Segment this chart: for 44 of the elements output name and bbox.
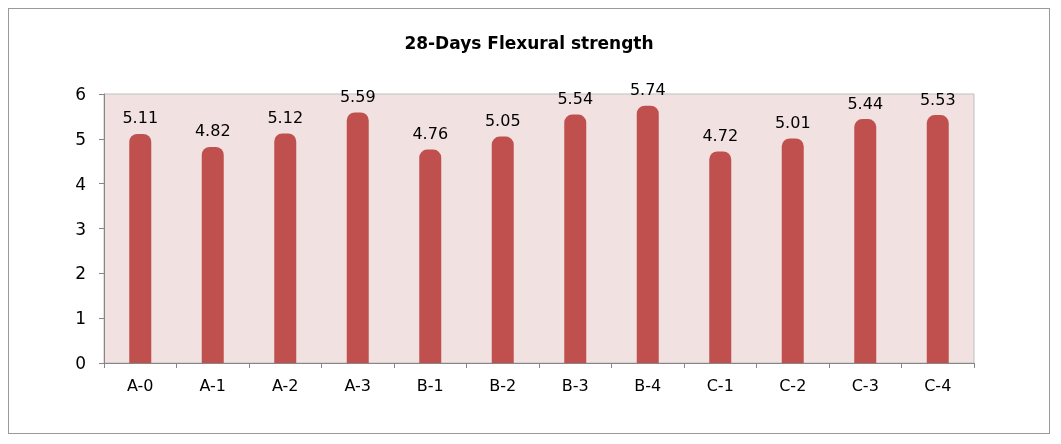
data-label: 4.82 [194, 121, 231, 141]
bar [201, 146, 224, 363]
x-tick-label: A-2 [271, 375, 299, 395]
x-tick-label: A-3 [344, 375, 372, 395]
x-tick-label: A-0 [126, 375, 154, 395]
y-tick-label: 1 [75, 308, 86, 329]
bar [709, 151, 732, 363]
x-tick-label: A-1 [199, 375, 227, 395]
bar [346, 112, 369, 363]
x-tick-label: B-2 [489, 375, 517, 395]
y-tick-label: 6 [75, 84, 86, 104]
y-tick-label: 0 [75, 353, 86, 373]
x-tick-label: C-3 [851, 375, 879, 395]
y-tick-label: 3 [75, 218, 86, 239]
data-label: 5.01 [774, 112, 811, 132]
data-label: 5.12 [267, 107, 304, 127]
bar [781, 138, 804, 363]
bar [491, 136, 514, 363]
bar [564, 114, 587, 363]
bar [636, 105, 659, 363]
x-tick-label: C-1 [706, 375, 734, 395]
y-tick-label: 4 [75, 173, 86, 194]
bar [274, 133, 297, 363]
y-tick-label: 2 [75, 263, 86, 284]
bar [129, 133, 152, 363]
data-label: 4.76 [412, 124, 449, 144]
data-label: 5.11 [122, 108, 159, 128]
x-tick-label: B-3 [561, 375, 589, 395]
x-tick-label: C-4 [924, 375, 952, 395]
bar [419, 149, 442, 363]
data-label: 5.54 [557, 89, 594, 109]
bar [854, 119, 877, 363]
data-label: 5.44 [847, 93, 884, 113]
bar [926, 115, 949, 363]
data-label: 4.72 [702, 125, 739, 145]
x-tick-label: B-1 [416, 375, 444, 395]
x-tick-label: C-2 [779, 375, 807, 395]
data-label: 5.74 [629, 80, 666, 100]
data-label: 5.59 [339, 86, 376, 106]
y-tick-label: 5 [75, 128, 86, 149]
chart-title: 28-Days Flexural strength [404, 32, 654, 53]
data-label: 5.05 [484, 111, 521, 131]
x-tick-label: B-4 [634, 375, 662, 395]
data-label: 5.53 [919, 89, 956, 109]
